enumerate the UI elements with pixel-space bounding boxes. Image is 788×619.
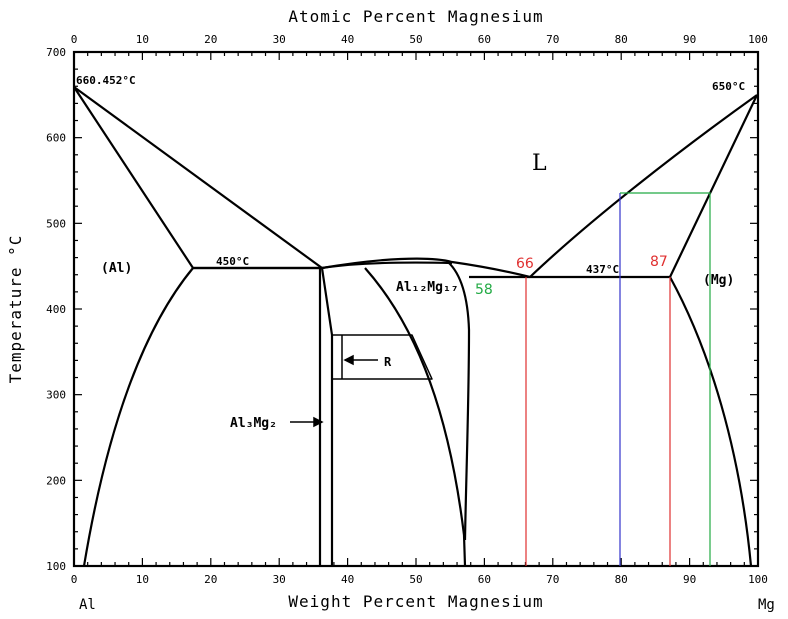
annotation-lines (525, 192, 711, 566)
bottom-tick-label: 60 (478, 573, 491, 586)
left-tick-label: 400 (46, 303, 66, 316)
top-tick-label: 50 (409, 33, 422, 46)
phase-label-al12mg17: Al₁₂Mg₁₇ (396, 280, 459, 295)
marker-box-green (620, 192, 711, 566)
top-tick-label: 70 (546, 33, 559, 46)
left-eutectic-label: 450°C (216, 255, 249, 268)
al12mg17-right-solvus (447, 261, 471, 541)
top-tick-label: 80 (615, 33, 628, 46)
left-tick-label: 700 (46, 46, 66, 59)
top-axis-title: Atomic Percent Magnesium (288, 7, 543, 26)
bottom-tick-label: 70 (546, 573, 559, 586)
corner-label-al: Al (79, 597, 96, 613)
al12mg17-liquidus (321, 257, 531, 279)
axis-ticks (73, 51, 759, 567)
phase-label-liquid: L (532, 151, 547, 176)
solidus-al-side (73, 86, 323, 269)
bottom-tick-label: 20 (204, 573, 217, 586)
top-tick-label: 30 (273, 33, 286, 46)
bottom-tick-labels: 0 10 20 30 40 50 60 70 80 90 100 (71, 573, 768, 586)
phase-boundaries (73, 86, 758, 567)
top-tick-label: 100 (748, 33, 768, 46)
bottom-tick-label: 10 (136, 573, 149, 586)
top-tick-label: 20 (204, 33, 217, 46)
phase-label-mg: (Mg) (703, 273, 734, 288)
bottom-axis-title: Weight Percent Magnesium (288, 592, 543, 611)
al-solvus (82, 267, 194, 567)
solidus-mg-side (669, 94, 758, 278)
left-tick-label: 300 (46, 389, 66, 402)
mg-solvus (669, 276, 753, 567)
corner-label-mg: Mg (758, 597, 775, 613)
top-tick-label: 10 (136, 33, 149, 46)
top-tick-label: 0 (71, 33, 78, 46)
phase-label-al: (Al) (101, 261, 132, 276)
liquidus-mg-side (529, 94, 758, 278)
bottom-tick-label: 90 (683, 573, 696, 586)
left-tick-label: 200 (46, 474, 66, 487)
bottom-tick-label: 100 (748, 573, 768, 586)
top-tick-labels: 0 10 20 30 40 50 60 70 80 90 100 (71, 33, 768, 46)
plot-frame (72, 50, 760, 568)
r-phase-box (332, 334, 433, 380)
right-eutectic-label: 437°C (586, 263, 619, 276)
phase-label-al3mg2: Al₃Mg₂ (230, 416, 277, 431)
bottom-tick-label: 80 (615, 573, 628, 586)
bottom-tick-label: 30 (273, 573, 286, 586)
left-tick-label: 600 (46, 132, 66, 145)
bottom-tick-label: 40 (341, 573, 354, 586)
al-melting-label: 660.452°C (76, 74, 136, 87)
phase-label-r: R (384, 355, 392, 369)
top-tick-label: 40 (341, 33, 354, 46)
left-tick-label: 500 (46, 217, 66, 230)
left-tick-labels: 100 200 300 400 500 600 700 (46, 46, 66, 573)
r-phase-arrow (343, 354, 378, 366)
bottom-tick-label: 50 (409, 573, 422, 586)
al12mg17-left-solvus (364, 267, 467, 567)
left-axis-title: Temperature °C (6, 235, 25, 384)
annotation-87: 87 (650, 254, 668, 270)
annotation-58: 58 (475, 282, 493, 298)
mg-melting-label: 650°C (712, 80, 745, 93)
bottom-tick-label: 0 (71, 573, 78, 586)
al12mg17-liquidus-lower (321, 261, 453, 270)
al3mg2-arrow (290, 416, 324, 428)
annotation-66: 66 (516, 256, 534, 272)
left-tick-label: 100 (46, 560, 66, 573)
al3mg2-right-boundary (320, 267, 334, 566)
top-tick-label: 60 (478, 33, 491, 46)
top-tick-label: 90 (683, 33, 696, 46)
